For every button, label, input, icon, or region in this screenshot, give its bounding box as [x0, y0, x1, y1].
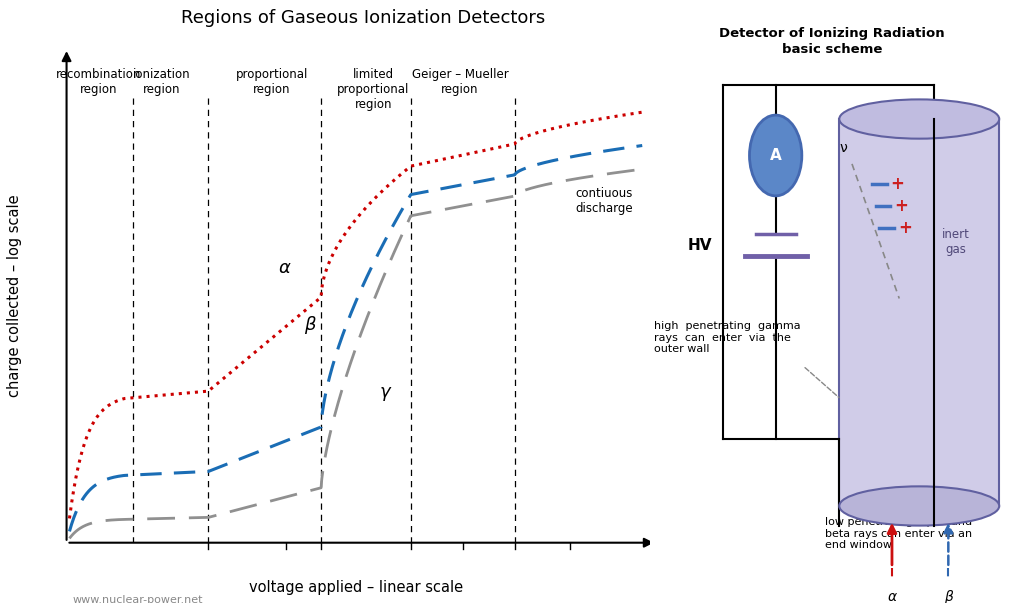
Text: β: β [944, 590, 952, 603]
Ellipse shape [840, 99, 999, 139]
Text: proportional
region: proportional region [236, 68, 308, 96]
Text: Regions of Gaseous Ionization Detectors: Regions of Gaseous Ionization Detectors [181, 9, 546, 27]
Text: $\alpha$: $\alpha$ [278, 259, 292, 277]
Text: +: + [891, 174, 904, 192]
Text: $\beta$: $\beta$ [304, 314, 316, 336]
Text: inert
gas: inert gas [942, 229, 970, 256]
Ellipse shape [750, 115, 802, 196]
Text: low penetrating alpha and
beta rays can enter via an
end window: low penetrating alpha and beta rays can … [824, 517, 972, 551]
Text: Detector of Ionizing Radiation: Detector of Ionizing Radiation [719, 27, 945, 40]
Text: charge collected – log scale: charge collected – log scale [7, 194, 22, 397]
Ellipse shape [840, 487, 999, 526]
Text: high  penetrating  gamma
rays  can  enter  via  the
outer wall: high penetrating gamma rays can enter vi… [654, 321, 801, 354]
Text: $\gamma$: $\gamma$ [379, 385, 392, 403]
Text: ν: ν [839, 142, 847, 156]
Text: Geiger – Mueller
region: Geiger – Mueller region [412, 68, 508, 96]
Text: HV: HV [687, 238, 712, 253]
Bar [840, 119, 999, 506]
Text: +: + [894, 197, 908, 215]
Text: basic scheme: basic scheme [781, 43, 883, 56]
Text: recombination
region: recombination region [55, 68, 141, 96]
Text: www.nuclear-power.net: www.nuclear-power.net [73, 595, 203, 603]
Text: +: + [898, 219, 911, 238]
Text: A: A [770, 148, 781, 163]
Text: voltage applied – linear scale: voltage applied – linear scale [249, 579, 463, 595]
Text: limited
proportional
region: limited proportional region [337, 68, 410, 111]
Text: contiuous
discharge: contiuous discharge [575, 187, 633, 215]
Text: ionization
region: ionization region [133, 68, 190, 96]
Text: α: α [888, 590, 897, 603]
